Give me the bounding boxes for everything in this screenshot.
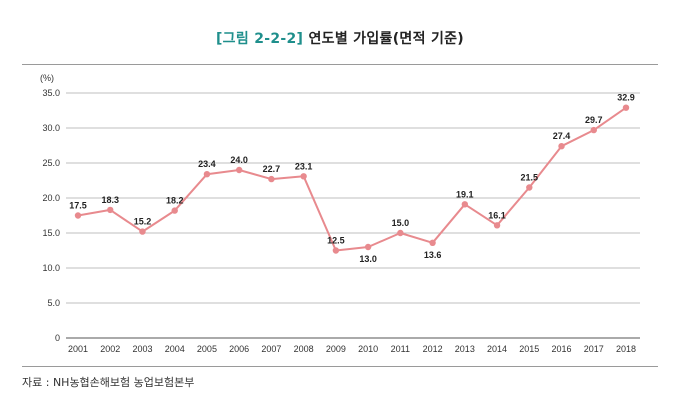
x-tick-label: 2008 bbox=[294, 344, 314, 354]
data-label: 18.3 bbox=[101, 195, 119, 205]
series-line-path bbox=[77, 106, 627, 252]
data-point bbox=[622, 104, 630, 111]
data-label: 15.0 bbox=[392, 218, 410, 228]
data-label: 12.5 bbox=[327, 236, 345, 246]
data-point bbox=[364, 243, 372, 251]
data-point bbox=[461, 201, 469, 208]
x-tick-label: 2014 bbox=[487, 344, 507, 354]
data-point bbox=[139, 228, 146, 235]
x-tick-label: 2002 bbox=[100, 344, 120, 354]
data-label: 16.1 bbox=[488, 210, 506, 220]
data-point bbox=[332, 247, 340, 254]
data-point bbox=[171, 207, 178, 214]
line-chart: 0 5.0 10.0 15.0 20.0 25.0 30.0 35.0 2001 2002 2003… bbox=[40, 73, 640, 354]
figure-number: [그림 2-2-2] bbox=[215, 31, 304, 47]
data-point bbox=[300, 173, 307, 180]
data-label: 23.1 bbox=[295, 161, 313, 171]
data-point bbox=[235, 166, 243, 174]
data-label: 24.0 bbox=[230, 155, 248, 165]
y-tick-label: 25.0 bbox=[42, 158, 60, 168]
x-tick-label: 2009 bbox=[326, 344, 346, 354]
x-tick-label: 2017 bbox=[584, 344, 604, 354]
x-tick-label: 2007 bbox=[261, 344, 281, 354]
data-label: 18.2 bbox=[166, 196, 184, 206]
data-point bbox=[526, 184, 533, 191]
x-tick-label: 2003 bbox=[132, 344, 152, 354]
series-line bbox=[77, 106, 627, 252]
x-tick-label: 2005 bbox=[197, 344, 217, 354]
y-axis-unit: (%) bbox=[40, 73, 54, 83]
x-tick-label: 2012 bbox=[423, 344, 443, 354]
data-point bbox=[74, 212, 82, 219]
data-points bbox=[74, 104, 630, 254]
x-tick-label: 2018 bbox=[616, 344, 636, 354]
x-tick-label: 2010 bbox=[358, 344, 378, 354]
figure-title: 연도별 가입률(면적 기준) bbox=[308, 31, 464, 47]
data-label: 23.4 bbox=[198, 159, 216, 169]
data-label: 13.6 bbox=[424, 250, 442, 260]
x-tick-label: 2004 bbox=[165, 344, 185, 354]
x-tick-label: 2006 bbox=[229, 344, 249, 354]
data-label: 32.9 bbox=[617, 93, 635, 103]
y-tick-label: 0 bbox=[55, 333, 60, 343]
bottom-rule bbox=[22, 366, 658, 367]
y-tick-label: 35.0 bbox=[42, 88, 60, 98]
data-label: 17.5 bbox=[69, 201, 87, 211]
top-rule bbox=[22, 64, 658, 65]
data-label: 29.7 bbox=[585, 115, 603, 125]
data-point bbox=[558, 143, 565, 150]
data-point bbox=[429, 239, 436, 246]
data-label: 27.4 bbox=[553, 131, 571, 141]
data-label: 21.5 bbox=[521, 173, 539, 183]
y-tick-label: 30.0 bbox=[42, 123, 60, 133]
data-label: 22.7 bbox=[263, 164, 281, 174]
data-label: 13.0 bbox=[359, 254, 377, 264]
data-label: 19.1 bbox=[456, 189, 474, 199]
data-labels: 17.5 18.3 15.2 18.2 23.4 24.0 22.7 23.1 12.5 13.0… bbox=[69, 93, 635, 264]
data-point bbox=[590, 126, 597, 134]
x-tick-label: 2001 bbox=[68, 344, 88, 354]
data-point bbox=[493, 222, 501, 229]
x-tick-label: 2011 bbox=[391, 344, 410, 354]
grid-lines bbox=[66, 92, 640, 339]
data-point bbox=[268, 175, 275, 183]
x-tick-label: 2013 bbox=[455, 344, 475, 354]
axis: 0 5.0 10.0 15.0 20.0 25.0 30.0 35.0 2001 2002 2003… bbox=[42, 88, 636, 354]
y-tick-label: 20.0 bbox=[42, 193, 60, 203]
chart-title: [그림 2-2-2] 연도별 가입률(면적 기준) bbox=[0, 28, 680, 48]
data-label: 15.2 bbox=[134, 217, 152, 227]
data-point bbox=[397, 229, 404, 237]
y-tick-label: 5.0 bbox=[47, 298, 60, 308]
y-tick-label: 15.0 bbox=[42, 228, 60, 238]
y-tick-label: 10.0 bbox=[42, 263, 60, 273]
x-tick-label: 2016 bbox=[552, 344, 572, 354]
x-tick-label: 2015 bbox=[519, 344, 539, 354]
source-note: 자료 : NH농협손해보험 농업보험본부 bbox=[22, 376, 195, 389]
data-point bbox=[107, 206, 114, 214]
data-point bbox=[203, 171, 211, 178]
